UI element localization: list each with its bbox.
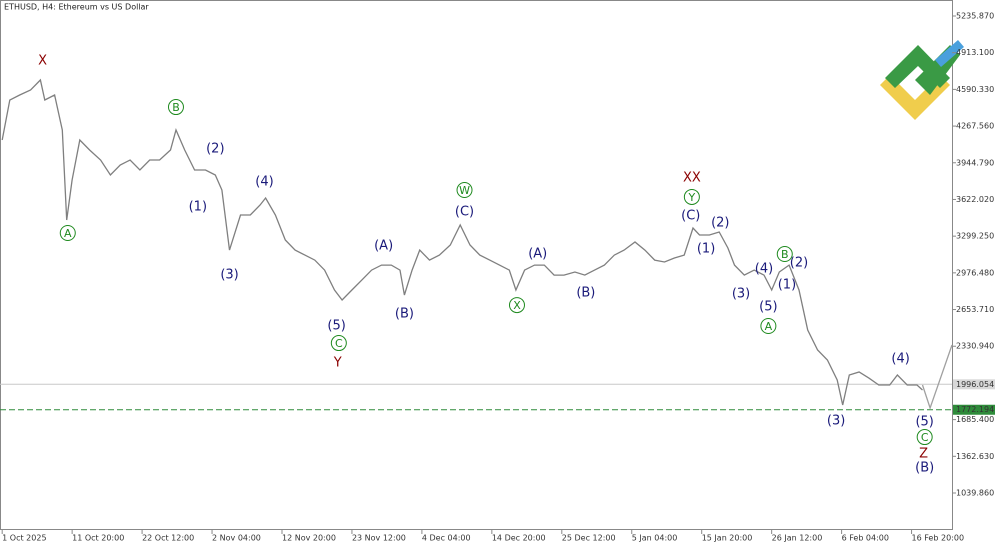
wave-label: (5) xyxy=(915,415,933,430)
wave-label: (1) xyxy=(697,242,715,257)
label-circle xyxy=(776,246,793,263)
x-tick-label: 4 Dec 04:00 xyxy=(422,534,471,543)
wave-label: (3) xyxy=(220,268,238,283)
logo-blue xyxy=(935,40,964,67)
wave-label: (A) xyxy=(528,247,547,262)
y-tick-label: 1039.860 xyxy=(956,489,994,498)
wave-label: (4) xyxy=(891,352,909,367)
x-tick-label: 22 Oct 12:00 xyxy=(142,534,194,543)
wave-label: A xyxy=(765,320,773,333)
y-tick-label: 2976.480 xyxy=(956,268,994,277)
x-tick-label: 15 Jan 20:00 xyxy=(702,534,753,543)
wave-label: Z xyxy=(919,447,928,462)
label-circle xyxy=(167,99,184,116)
wave-label: (1) xyxy=(778,278,796,293)
label-circle xyxy=(916,429,933,446)
wave-label: C xyxy=(921,431,929,444)
label-circle xyxy=(59,224,76,241)
y-tick-label: 1362.630 xyxy=(956,452,994,461)
wave-label: X xyxy=(513,299,521,312)
x-tick-label: 25 Dec 12:00 xyxy=(562,534,616,543)
y-tick-label: 4590.330 xyxy=(956,85,994,94)
wave-label: (4) xyxy=(755,262,773,277)
x-tick-label: 5 Jan 04:00 xyxy=(632,534,678,543)
wave-label: C xyxy=(335,337,343,350)
wave-label: (1) xyxy=(189,200,207,215)
wave-label: (2) xyxy=(206,141,224,156)
plot-frame xyxy=(0,0,953,530)
wave-label: Y xyxy=(333,356,342,371)
wave-label: (3) xyxy=(732,287,750,302)
wave-label: XX xyxy=(683,171,701,186)
price-line xyxy=(1,78,923,406)
label-circle xyxy=(683,188,700,205)
wave-label: Y xyxy=(687,191,695,204)
y-tick-label: 1685.400 xyxy=(956,415,994,424)
label-circle xyxy=(508,297,525,314)
x-tick-label: 12 Nov 20:00 xyxy=(282,534,336,543)
logo xyxy=(880,40,964,120)
x-tick-label: 14 Dec 20:00 xyxy=(492,534,546,543)
y-tick-label: 3622.020 xyxy=(956,195,994,204)
wave-label: X xyxy=(38,53,47,68)
wave-label: (5) xyxy=(327,318,345,333)
wave-label: A xyxy=(64,227,72,240)
x-tick-label: 1 Oct 2025 xyxy=(2,534,46,543)
wave-label: (5) xyxy=(759,299,777,314)
y-tick-label: 3944.790 xyxy=(956,158,994,167)
wave-label: (4) xyxy=(255,175,273,190)
x-tick-label: 11 Oct 20:00 xyxy=(72,534,124,543)
wave-label: (B) xyxy=(915,461,934,476)
wave-label: (C) xyxy=(455,205,474,220)
price-line xyxy=(921,344,953,411)
current_price-box xyxy=(953,379,995,390)
level-label: 1772.194 xyxy=(956,405,994,414)
wave-label: (C) xyxy=(681,209,700,224)
wave-label: (B) xyxy=(395,307,414,322)
label-circle xyxy=(760,317,777,334)
y-tick-label: 5235.870 xyxy=(956,11,994,20)
wave-label: (A) xyxy=(374,239,393,254)
x-tick-label: 23 Nov 12:00 xyxy=(352,534,406,543)
y-tick-label: 3299.250 xyxy=(956,232,994,241)
wave-label: (2) xyxy=(790,255,808,270)
label-circle xyxy=(330,335,347,352)
chart-title: ETHUSD, H4: Ethereum vs US Dollar xyxy=(4,3,149,12)
x-tick-label: 2 Nov 04:00 xyxy=(212,534,261,543)
y-tick-label: 2653.710 xyxy=(956,305,994,314)
x-tick-label: 26 Jan 12:00 xyxy=(772,534,823,543)
current_price-label: 1996.054 xyxy=(956,380,994,389)
wave-label: (2) xyxy=(711,215,729,230)
x-tick-label: 6 Feb 04:00 xyxy=(842,534,889,543)
y-tick-label: 2330.940 xyxy=(956,342,994,351)
level-box xyxy=(953,404,995,415)
wave-label: B xyxy=(172,101,180,114)
wave-label: (B) xyxy=(576,285,595,300)
x-tick-label: 16 Feb 20:00 xyxy=(912,534,964,543)
wave-label: (3) xyxy=(827,414,845,429)
wave-label: B xyxy=(781,248,789,261)
y-tick-label: 4267.560 xyxy=(956,122,994,131)
wave-label: W xyxy=(459,184,470,197)
y-tick-label: 4913.100 xyxy=(956,48,994,57)
label-circle xyxy=(456,182,473,199)
